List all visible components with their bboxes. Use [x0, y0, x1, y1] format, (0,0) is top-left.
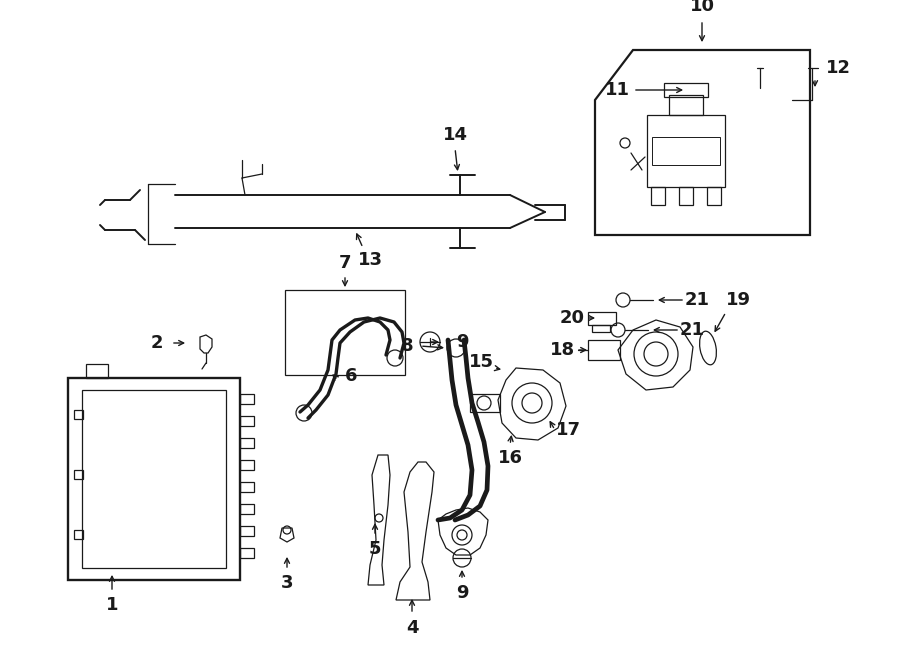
- Text: 20: 20: [560, 309, 584, 327]
- Text: 7: 7: [338, 254, 351, 272]
- Text: 17: 17: [555, 421, 580, 439]
- Text: 21: 21: [680, 321, 705, 339]
- Text: 14: 14: [443, 126, 467, 144]
- Bar: [669, 95, 703, 115]
- Bar: [74, 530, 83, 539]
- Bar: [82, 390, 226, 568]
- Text: 8: 8: [400, 337, 413, 355]
- Text: 21: 21: [685, 291, 709, 309]
- Text: 19: 19: [725, 291, 751, 309]
- Bar: [647, 115, 725, 187]
- Bar: [240, 460, 254, 470]
- Text: 13: 13: [357, 251, 382, 269]
- Bar: [86, 364, 108, 378]
- Bar: [285, 290, 405, 375]
- Text: 15: 15: [469, 353, 493, 371]
- Text: 18: 18: [549, 341, 574, 359]
- Text: 4: 4: [406, 619, 419, 637]
- Text: 10: 10: [689, 0, 715, 15]
- Text: 2: 2: [151, 334, 163, 352]
- Text: 9: 9: [455, 333, 468, 351]
- Bar: [240, 482, 254, 492]
- Bar: [240, 504, 254, 514]
- Bar: [470, 394, 500, 412]
- Bar: [240, 416, 254, 426]
- Text: 12: 12: [825, 59, 850, 77]
- Text: 6: 6: [345, 367, 357, 385]
- Bar: [588, 312, 616, 325]
- Bar: [68, 378, 240, 580]
- Text: 16: 16: [498, 449, 523, 467]
- Text: 11: 11: [605, 81, 629, 99]
- Bar: [240, 548, 254, 558]
- Bar: [707, 187, 721, 205]
- Bar: [240, 394, 254, 404]
- Bar: [679, 187, 693, 205]
- Bar: [240, 526, 254, 536]
- Bar: [240, 438, 254, 448]
- Bar: [588, 340, 620, 360]
- Bar: [652, 137, 720, 165]
- Bar: [74, 410, 83, 419]
- Bar: [74, 470, 83, 479]
- Bar: [651, 187, 665, 205]
- Text: 5: 5: [369, 540, 382, 558]
- Bar: [664, 83, 708, 97]
- Text: 3: 3: [281, 574, 293, 592]
- Bar: [592, 325, 610, 332]
- Text: 1: 1: [106, 596, 118, 614]
- Text: 9: 9: [455, 584, 468, 602]
